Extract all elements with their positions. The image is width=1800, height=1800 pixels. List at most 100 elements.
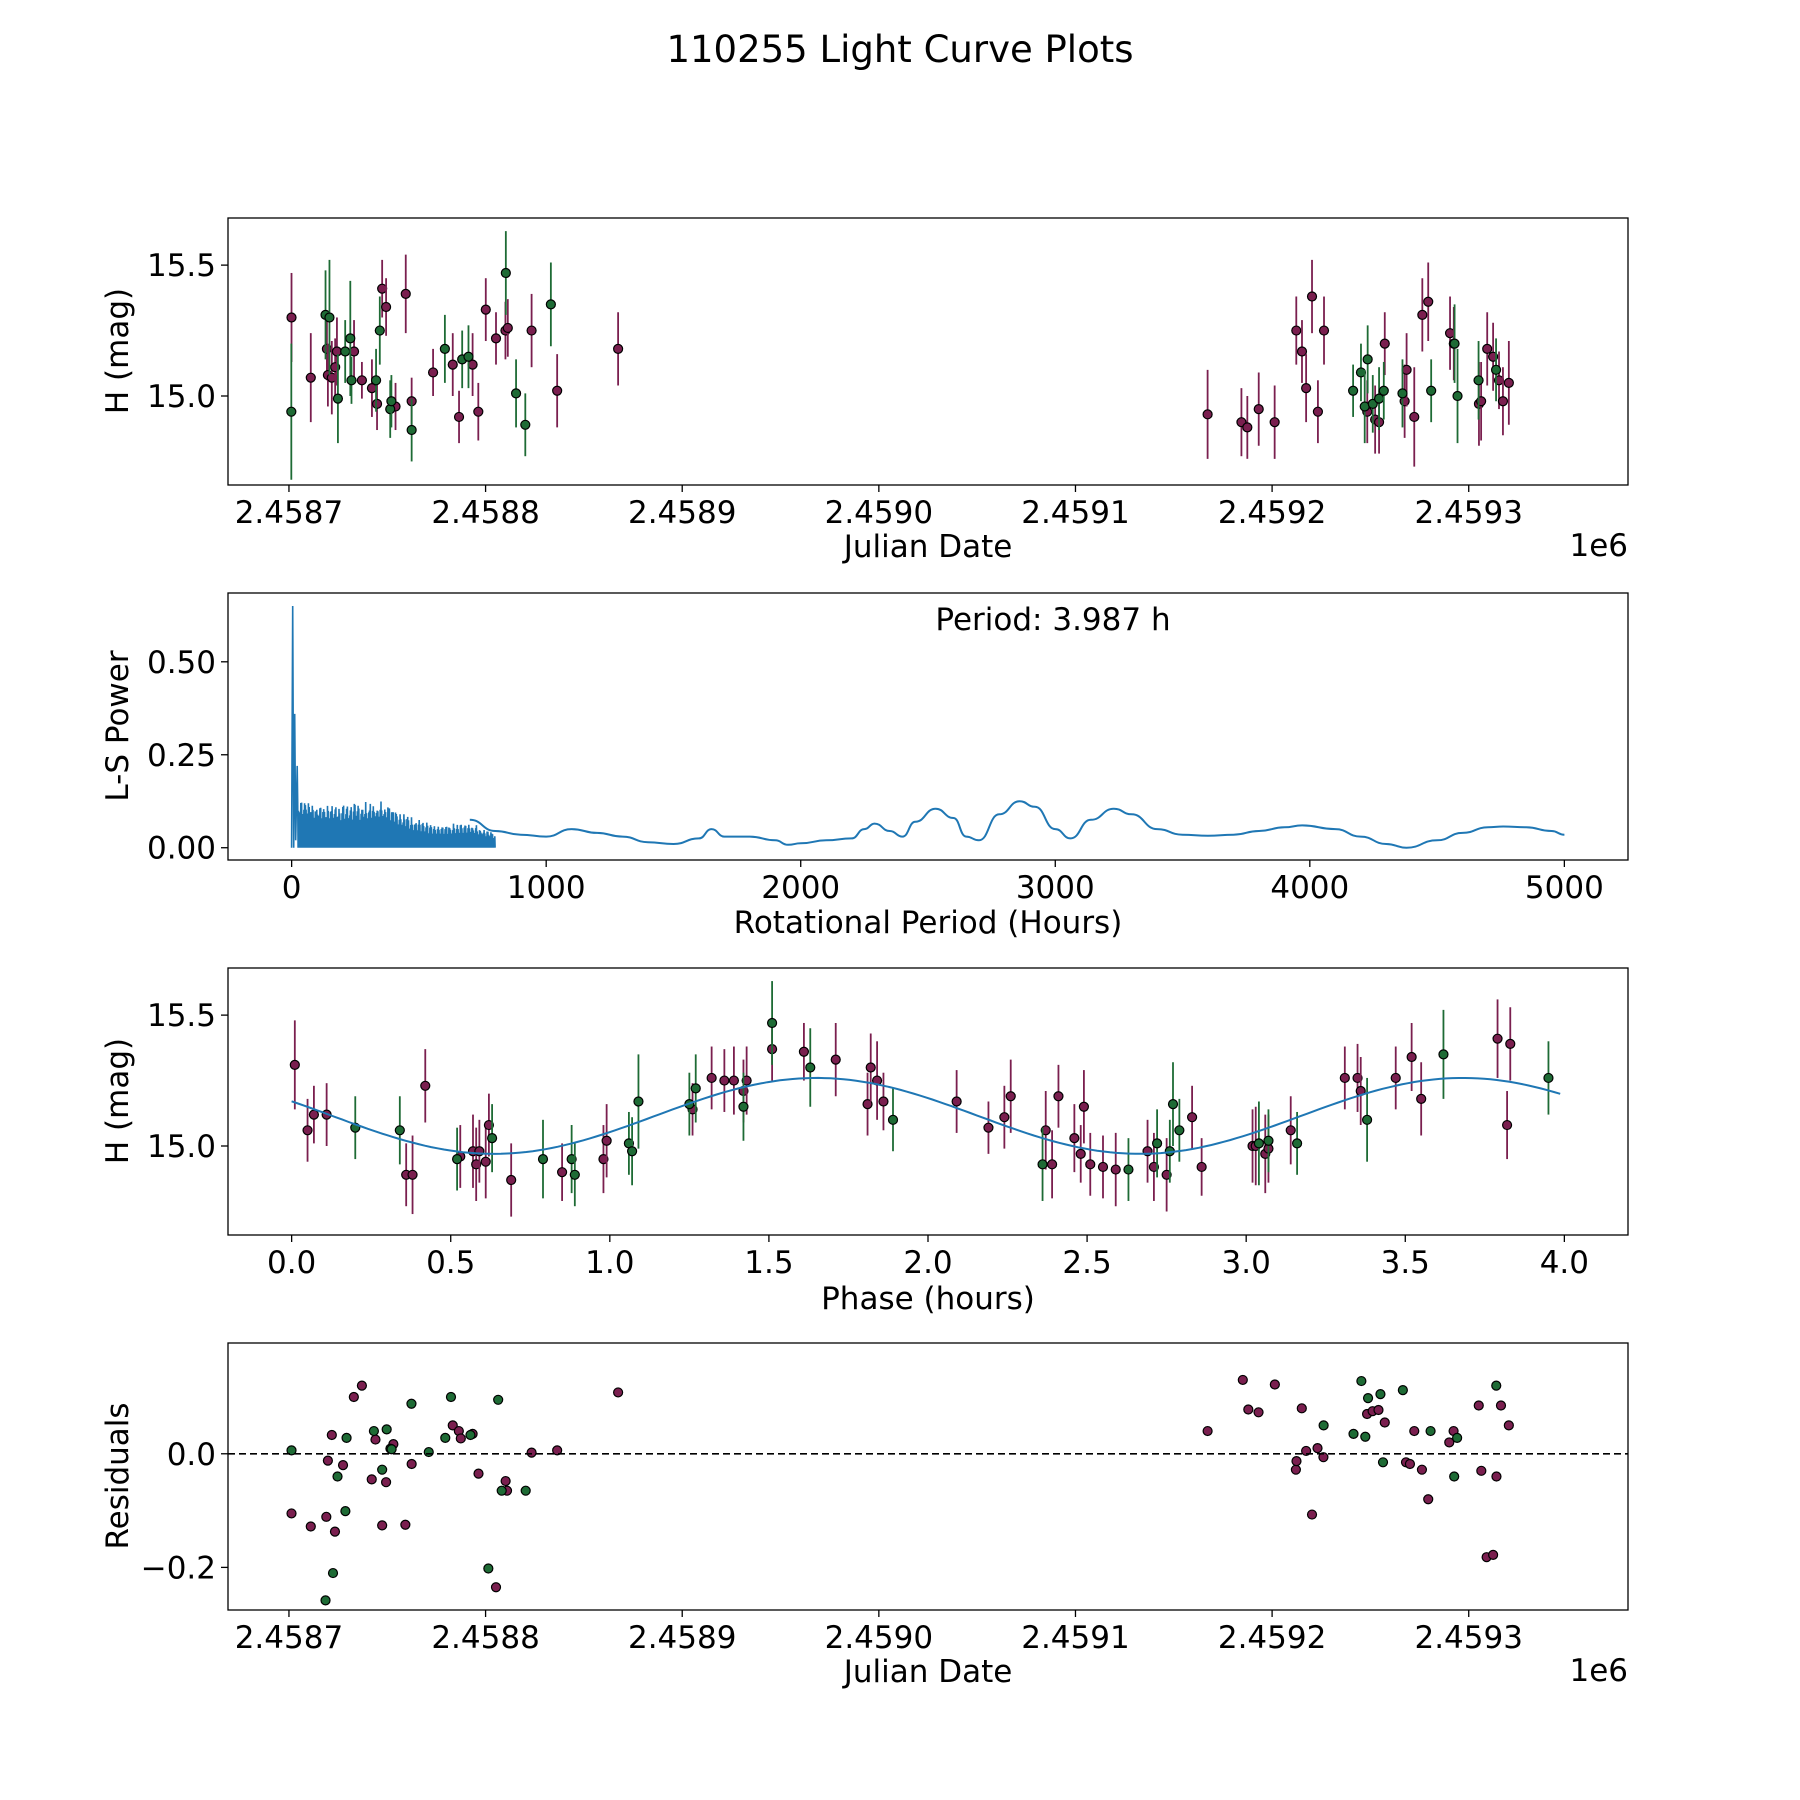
- residuals-point: [380, 1477, 392, 1488]
- residuals-panel: 2.4587 2.4588 2.4589 2.4590 2.4591 2.4592 2.45…: [100, 1342, 1629, 1690]
- residuals-point: [1423, 1494, 1434, 1505]
- phased-x-ticks: 0.0 0.5 1.0 1.5 2.0 2.5 3.0 3.5 4.0: [267, 1235, 1589, 1281]
- lightcurve-point: [545, 299, 556, 310]
- phased-point: [1075, 1148, 1086, 1159]
- lightcurve-point: [1312, 406, 1324, 417]
- residuals-y-label: Residuals: [100, 1402, 136, 1549]
- lightcurve-point: [324, 312, 335, 323]
- residuals-offset-label: 1e6: [1569, 1653, 1628, 1689]
- phased-point: [1174, 1125, 1185, 1136]
- phased-point: [1097, 1161, 1109, 1173]
- phased-point: [1361, 1114, 1373, 1125]
- residuals-point: [1503, 1420, 1514, 1431]
- residuals-x-tick-label: 2.4590: [825, 1620, 933, 1656]
- lightcurve-point: [1397, 388, 1408, 399]
- phased-x-tick-label: 0.5: [426, 1245, 475, 1281]
- phased-point: [471, 1159, 482, 1170]
- lightcurve-point: [480, 304, 491, 315]
- residuals-point: [1397, 1385, 1408, 1396]
- lightcurve-point: [305, 372, 316, 383]
- residuals-x-tick-label: 2.4593: [1414, 1620, 1522, 1656]
- lightcurve-point: [1497, 396, 1509, 407]
- residuals-point: [321, 1511, 332, 1522]
- residuals-point: [1375, 1389, 1386, 1400]
- phased-point: [738, 1101, 749, 1112]
- phased-point: [728, 1075, 740, 1086]
- lightcurve-point: [1503, 377, 1514, 389]
- lightcurve-x-tick-label: 2.4589: [628, 495, 736, 531]
- phased-point: [706, 1072, 717, 1084]
- residuals-point: [423, 1446, 434, 1458]
- phased-point: [506, 1174, 517, 1186]
- lightcurve-point: [1449, 338, 1460, 349]
- residuals-point: [613, 1387, 624, 1398]
- lightcurve-point: [406, 424, 417, 436]
- residuals-point: [1243, 1404, 1254, 1415]
- lightcurve-point: [331, 346, 343, 357]
- lightcurve-point: [427, 367, 439, 378]
- residuals-point: [320, 1595, 331, 1606]
- phased-x-tick-label: 2.5: [1062, 1245, 1111, 1281]
- lightcurve-y-ticks: 15.0 15.5: [147, 248, 228, 415]
- phased-point: [1543, 1072, 1554, 1084]
- residuals-point: [1491, 1471, 1502, 1482]
- periodogram-y-tick-label: 0.25: [147, 738, 216, 774]
- lightcurve-point: [613, 343, 624, 354]
- phased-point: [865, 1062, 876, 1073]
- residuals-point: [1473, 1400, 1484, 1411]
- phased-point: [862, 1099, 873, 1110]
- figure-title: 110255 Light Curve Plots: [666, 28, 1134, 71]
- lightcurve-y-label: H (mag): [100, 288, 136, 414]
- residuals-point: [445, 1391, 457, 1403]
- lightcurve-point: [1426, 385, 1437, 396]
- phased-point: [569, 1169, 580, 1180]
- residuals-x-tick-label: 2.4591: [1021, 1620, 1129, 1656]
- phased-point: [1005, 1091, 1016, 1102]
- residuals-point: [1444, 1437, 1455, 1448]
- phased-fit-curve: [291, 1076, 1561, 1155]
- phased-point: [626, 1146, 638, 1157]
- phased-point: [1053, 1091, 1064, 1102]
- phased-point: [830, 1054, 841, 1065]
- lightcurve-x-tick-label: 2.4587: [235, 495, 343, 531]
- phased-point: [1390, 1072, 1401, 1084]
- periodogram-line: [469, 800, 1565, 849]
- lightcurve-point: [1378, 385, 1389, 396]
- lightcurve-point: [356, 375, 368, 386]
- phased-point: [1085, 1159, 1096, 1170]
- lightcurve-point: [332, 393, 344, 404]
- residuals-point: [1237, 1374, 1248, 1386]
- lightcurve-offset-label: 1e6: [1569, 528, 1628, 564]
- periodogram-x-ticks: 0 1000 2000 3000 4000 5000: [282, 860, 1604, 906]
- residuals-point: [1476, 1465, 1487, 1476]
- phased-point: [1148, 1161, 1160, 1173]
- residuals-point: [440, 1432, 451, 1443]
- phased-point: [483, 1119, 495, 1131]
- phased-point: [1196, 1161, 1207, 1173]
- periodogram-x-tick-label: 2000: [761, 870, 840, 906]
- phased-point: [420, 1080, 431, 1091]
- residuals-point: [305, 1521, 316, 1532]
- phased-point: [1167, 1099, 1179, 1110]
- lightcurve-x-label: Julian Date: [842, 529, 1013, 565]
- lightcurve-point: [463, 351, 474, 362]
- phased-point: [480, 1156, 491, 1167]
- residuals-x-tick-label: 2.4587: [235, 1620, 343, 1656]
- phased-point: [1037, 1159, 1048, 1170]
- residuals-axes-frame: [227, 1342, 1629, 1611]
- lightcurve-point: [1296, 346, 1308, 357]
- phased-y-label: H (mag): [100, 1038, 136, 1164]
- periodogram-noise-line: [290, 605, 496, 848]
- lightcurve-point: [1452, 390, 1463, 402]
- lightcurve-point: [1291, 325, 1302, 336]
- lightcurve-point: [1202, 409, 1213, 420]
- residuals-point: [1379, 1417, 1390, 1428]
- lightcurve-point: [502, 322, 513, 334]
- residuals-point: [348, 1391, 359, 1403]
- phased-point: [1416, 1093, 1427, 1104]
- residuals-point: [1312, 1442, 1323, 1454]
- phased-point: [1339, 1072, 1350, 1084]
- residuals-point: [526, 1447, 537, 1458]
- lightcurve-point: [1482, 343, 1493, 354]
